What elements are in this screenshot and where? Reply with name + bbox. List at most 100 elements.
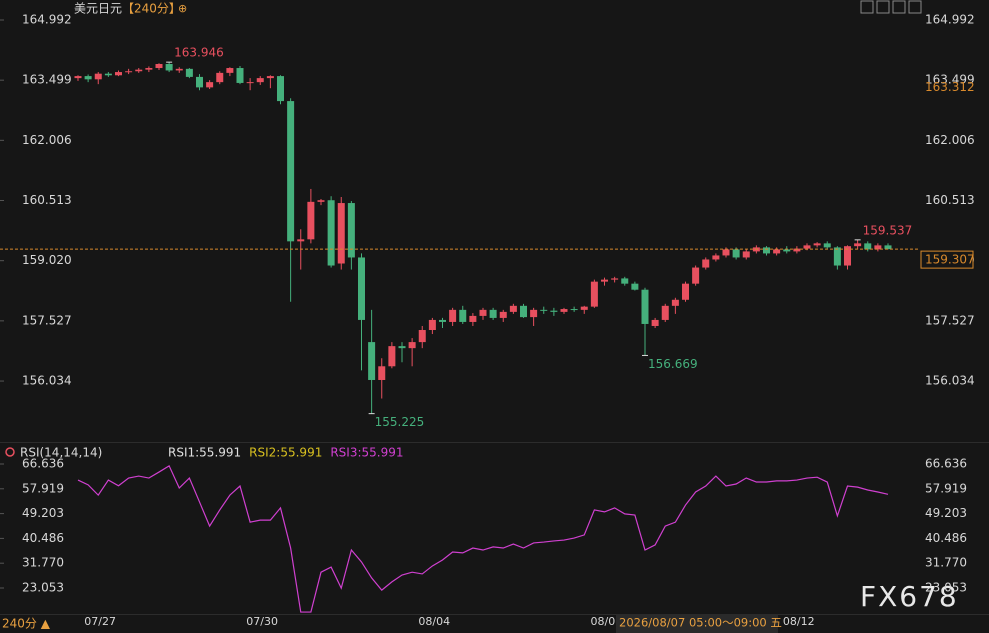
candle-body <box>864 243 872 250</box>
candle-body <box>256 78 264 83</box>
period-label: 【240分】 <box>122 2 181 16</box>
symbol-title: 美元日元 <box>74 2 122 16</box>
y-tick-label: 66.636 <box>22 457 64 471</box>
last-price-label: 159.307 <box>925 253 975 267</box>
y-tick-label: 40.486 <box>22 531 64 545</box>
candle-body <box>661 305 669 320</box>
x-tick-label: 08/04 <box>418 615 450 628</box>
high-label: 159.537 <box>863 223 913 237</box>
candle-body <box>246 82 254 84</box>
candle-body <box>459 309 467 322</box>
legend-entry: RSI3:55.991 <box>330 446 403 460</box>
candle-body <box>155 64 163 69</box>
candle-body <box>570 309 578 311</box>
high-label: 163.946 <box>174 46 224 60</box>
x-tick-label: 07/27 <box>84 615 116 628</box>
y-tick-label: 162.006 <box>22 133 72 147</box>
candle-body <box>479 309 487 316</box>
candle-body <box>145 68 153 70</box>
candle-body <box>874 245 882 250</box>
tool-button[interactable] <box>876 0 890 14</box>
y-tick-label-right: 164.992 <box>925 12 975 26</box>
candle-body <box>550 310 558 312</box>
y-tick-label-right: 157.527 <box>925 313 975 327</box>
candle-body <box>763 247 770 254</box>
tool-button[interactable] <box>892 0 906 14</box>
y-tick-label: 164.992 <box>22 12 72 26</box>
period-button[interactable]: 240分 ▲ <box>2 617 51 631</box>
candle-body <box>884 245 892 250</box>
candle-body <box>671 299 679 306</box>
y-tick-label: 31.770 <box>22 556 64 570</box>
candle-body <box>773 249 781 254</box>
candle-body <box>641 289 649 324</box>
candle-body <box>206 82 214 88</box>
candle-body <box>520 305 527 318</box>
y-tick-label: 157.527 <box>22 313 72 327</box>
rsi-title: RSI(14,14,14) <box>20 446 102 460</box>
candle-body <box>337 203 345 264</box>
y-tick-label-right: 156.034 <box>925 374 975 388</box>
tool-button[interactable] <box>860 0 874 14</box>
candle-body <box>611 278 619 280</box>
tooltip-box <box>616 614 778 633</box>
low-label: 155.225 <box>375 415 425 429</box>
y-tick-label: 163.499 <box>22 73 72 87</box>
candle-body <box>783 249 791 252</box>
candle-body <box>297 239 305 242</box>
candle-body <box>94 73 102 80</box>
y-tick-label-right: 23.053 <box>925 580 967 594</box>
toolbar <box>860 0 922 14</box>
candle-body <box>722 249 730 256</box>
candle-body <box>125 71 133 73</box>
x-tick-label: 08/12 <box>783 615 815 628</box>
candle-body <box>317 200 325 202</box>
tool-button[interactable] <box>908 0 922 14</box>
candle-body <box>378 366 386 380</box>
candle-body <box>84 76 92 80</box>
candle-body <box>601 279 608 282</box>
candle-body <box>621 278 629 284</box>
low-label: 156.669 <box>648 357 698 371</box>
y-tick-label: 156.034 <box>22 374 72 388</box>
candle-body <box>115 72 122 76</box>
candle-body <box>742 251 750 258</box>
candle-body <box>530 309 538 318</box>
candle-body <box>631 283 639 290</box>
candle-body <box>499 311 507 318</box>
candle-body <box>813 243 821 246</box>
candle-body <box>277 76 284 102</box>
candle-body <box>408 342 416 349</box>
x-tick-label: 08/0 <box>591 615 616 628</box>
candle-body <box>439 319 446 322</box>
y-tick-label: 49.203 <box>22 506 64 520</box>
title-icon[interactable]: ⊕ <box>178 2 187 15</box>
rsi-line <box>77 464 889 613</box>
time-tooltip: 2026/08/07 05:00～09:00 五 <box>616 614 782 633</box>
candle-body <box>854 243 862 247</box>
candle-body <box>509 305 517 312</box>
candle-body <box>196 76 203 88</box>
candle-body <box>104 73 112 76</box>
candle-body <box>469 315 477 322</box>
candle-body <box>803 245 811 249</box>
candle-body <box>823 243 831 248</box>
x-tick-label: 07/30 <box>246 615 278 628</box>
candle-body <box>307 201 315 240</box>
candle-body <box>489 309 497 318</box>
y-tick-label-right: 160.513 <box>925 193 975 207</box>
y-tick-label: 160.513 <box>22 193 72 207</box>
candle-body <box>590 281 598 307</box>
candle-body <box>74 76 82 79</box>
tooltip-text: 2026/08/07 05:00～09:00 五 <box>619 616 782 630</box>
candle-body <box>651 319 659 326</box>
candle-body <box>236 68 244 83</box>
candle-body <box>732 249 740 258</box>
indicator-icon[interactable] <box>5 447 15 457</box>
y-tick-label-right: 49.203 <box>925 506 967 520</box>
candle-body <box>418 330 426 343</box>
y-tick-label-right: 163.499 <box>925 73 975 87</box>
candle-body <box>712 255 720 260</box>
